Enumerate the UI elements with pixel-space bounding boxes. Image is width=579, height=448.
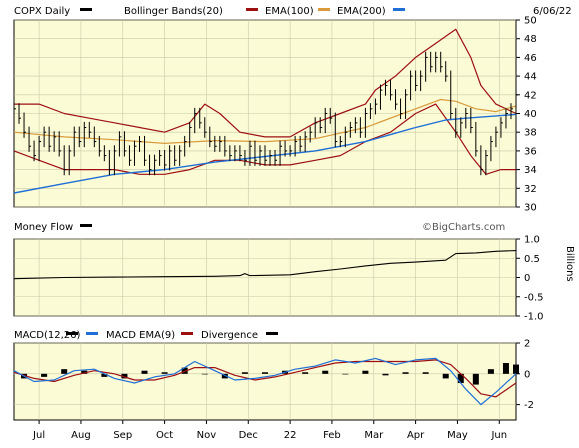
divergence-bar — [402, 372, 409, 374]
x-tick-label: Mar — [364, 430, 384, 441]
money-flow-legend-label: Money Flow — [14, 222, 73, 233]
x-tick-label: 22 — [284, 430, 297, 441]
x-tick-label: Aug — [71, 430, 91, 441]
x-axis: Jul Aug Sep Oct Nov Dec 22 Feb Mar Apr May Jun — [32, 420, 507, 441]
x-tick-label: Apr — [407, 430, 425, 441]
x-tick-label: Jun — [490, 430, 507, 441]
x-tick-label: Nov — [197, 430, 217, 441]
money-flow-ylabel: Billions — [564, 246, 575, 282]
macd-line — [13, 357, 517, 406]
divergence-bar — [487, 369, 494, 374]
y-tick-label: 36 — [524, 146, 537, 157]
divergence-bar — [61, 369, 68, 374]
divergence-bar — [101, 373, 108, 377]
divergence-bar — [502, 363, 509, 374]
x-tick-label: May — [447, 430, 468, 441]
watermark: ©BigCharts.com — [422, 222, 505, 233]
price-legend-swatch — [80, 8, 92, 11]
macd-legend-label: MACD(12,26) — [14, 330, 81, 341]
divergence-bar — [262, 372, 268, 374]
bollinger-legend-label: Bollinger Bands(20) — [124, 6, 223, 17]
divergence-bar — [442, 373, 449, 379]
y-tick-label: 46 — [524, 53, 537, 64]
y-tick-label: 0 — [524, 369, 530, 380]
money-flow-panel: -1.0 -0.5 0 0.5 1.0 — [13, 235, 544, 323]
macd-panel: -2 0 2 — [13, 339, 534, 421]
y-tick-label: 38 — [524, 128, 537, 139]
ema100-legend-swatch — [318, 8, 330, 11]
y-tick-label: 34 — [524, 165, 537, 176]
ema200-legend-label: EMA(200) — [337, 6, 386, 17]
y-tick-label: -1.0 — [524, 312, 544, 323]
divergence-bar — [382, 373, 389, 376]
macd-ema-legend-swatch — [86, 332, 98, 335]
ema100-legend-label: EMA(100) — [265, 6, 314, 17]
x-tick-label: Sep — [113, 430, 132, 441]
y-tick-label: 30 — [524, 203, 537, 214]
divergence-bar — [457, 373, 464, 384]
y-tick-label: -2 — [524, 400, 534, 411]
y-tick-label: 50 — [524, 16, 537, 27]
divergence-bar — [181, 367, 188, 374]
divergence-bar — [141, 370, 148, 374]
price-panel: 30 32 34 36 38 40 42 44 46 48 50 — [13, 16, 537, 214]
x-tick-label: Jul — [32, 430, 45, 441]
divergence-bar — [41, 373, 48, 377]
divergence-bar — [513, 364, 519, 374]
y-tick-label: 40 — [524, 109, 537, 120]
macd-ema-legend-label: MACD EMA(9) — [106, 330, 175, 341]
divergence-bar — [362, 370, 369, 374]
y-tick-label: 32 — [524, 184, 537, 195]
y-tick-label: 0 — [524, 273, 530, 284]
chart-date: 6/06/22 — [533, 6, 572, 17]
divergence-bar — [121, 373, 128, 379]
bollinger-lower-line — [13, 103, 516, 175]
divergence-legend-label: Divergence — [201, 330, 258, 341]
y-tick-label: 44 — [524, 72, 537, 83]
y-tick-label: 2 — [524, 339, 530, 350]
ema100-line — [13, 98, 517, 144]
ema200-legend-swatch — [393, 8, 405, 11]
divergence-bar — [221, 373, 228, 379]
divergence-bar — [161, 372, 168, 374]
money-flow-legend-swatch — [80, 224, 92, 227]
bollinger-upper-line — [14, 28, 517, 138]
y-tick-label: 48 — [524, 34, 537, 45]
y-tick-label: 1.0 — [524, 235, 540, 246]
x-tick-label: Feb — [323, 430, 341, 441]
divergence-legend-swatch — [181, 332, 193, 335]
divergence-bar — [81, 370, 88, 374]
x-tick-label: Oct — [156, 430, 173, 441]
bollinger-legend-swatch — [246, 8, 258, 11]
divergence-bar — [322, 370, 329, 374]
divergence-legend-swatch-2 — [266, 332, 278, 335]
macd-legend-swatch — [66, 332, 78, 335]
x-tick-label: Dec — [239, 430, 258, 441]
divergence-bar — [241, 372, 248, 374]
y-tick-label: 42 — [524, 90, 537, 101]
panel-background — [13, 342, 517, 421]
divergence-bar — [422, 372, 429, 374]
price-legend-title: COPX Daily — [14, 6, 70, 17]
money-flow-line — [13, 250, 517, 280]
y-tick-label: 0.5 — [524, 254, 540, 265]
divergence-bar — [201, 373, 208, 375]
y-tick-label: -0.5 — [524, 292, 544, 303]
divergence-bar — [472, 373, 479, 385]
divergence-bar — [302, 372, 309, 374]
divergence-bar — [342, 373, 349, 375]
